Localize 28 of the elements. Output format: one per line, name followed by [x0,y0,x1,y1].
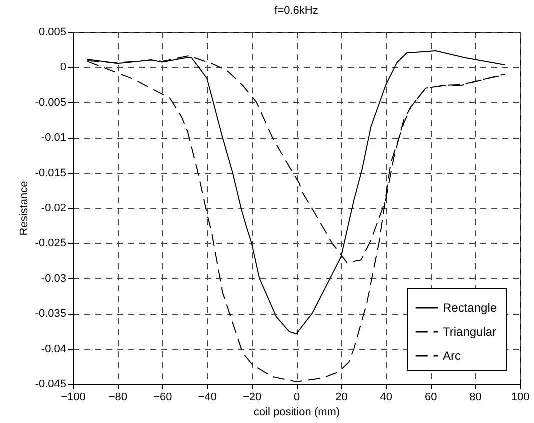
y-tick-label: -0.02 [41,202,66,214]
x-tick-label: −20 [242,392,262,404]
x-tick-label: 100 [511,392,530,404]
y-tick-label: -0.01 [41,132,66,144]
x-tick-label: 40 [380,392,393,404]
y-tick-label: -0.045 [35,378,66,390]
y-tick-label: -0.015 [35,167,66,180]
y-tick-label: -0.03 [41,272,66,285]
x-tick-label: 0 [294,392,300,404]
legend-label: Arc [443,349,461,363]
legend-label: Triangular [443,325,497,339]
x-tick-label: −80 [108,392,128,404]
y-tick-label: -0.005 [35,96,66,109]
x-tick-label: 80 [470,392,482,404]
chart-title: f=0.6kHz [274,5,318,17]
x-tick-label: −100 [61,392,86,404]
y-axis-title: Resistance [18,181,30,236]
x-tick-label: 20 [336,392,348,404]
y-tick-label: 0.005 [38,26,66,38]
x-tick-label: −60 [154,392,172,404]
y-tick-label: -0.04 [41,343,66,356]
x-tick-label: 60 [424,392,438,404]
x-axis-title: coil position (mm) [254,406,340,418]
x-tick-label: −40 [198,392,217,404]
legend-label: Rectangle [443,301,498,315]
y-tick-label: 0 [60,62,66,74]
y-tick-label: -0.025 [35,238,66,250]
y-tick-label: -0.035 [35,308,66,320]
